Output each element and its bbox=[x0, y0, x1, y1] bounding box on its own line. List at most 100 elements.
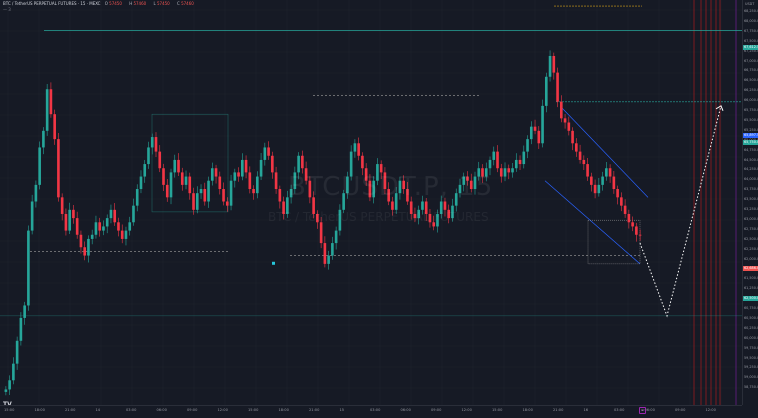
channel-upper-line bbox=[561, 107, 649, 198]
candle-body bbox=[57, 139, 60, 198]
candle-body bbox=[143, 164, 147, 177]
price-axis-label: 63,250.0 bbox=[744, 207, 758, 211]
price-axis-label: 65,500.0 bbox=[744, 117, 758, 122]
indicator-collapse-toggle[interactable]: — 3 bbox=[3, 7, 11, 12]
price-axis-label: 63,000.0 bbox=[744, 216, 758, 221]
candle-body bbox=[361, 155, 364, 169]
price-axis-label: 62,500.0 bbox=[744, 236, 758, 241]
candle-body bbox=[135, 189, 139, 206]
candle-body bbox=[552, 55, 556, 73]
candle-body bbox=[124, 230, 128, 239]
candle-body bbox=[597, 184, 601, 194]
candle-body bbox=[252, 189, 255, 194]
candle-body bbox=[421, 201, 424, 210]
candle-body bbox=[15, 340, 19, 364]
time-axis-label: 14 bbox=[95, 408, 101, 412]
price-axis-label: 64,000.0 bbox=[744, 177, 758, 182]
candle-body bbox=[454, 193, 458, 206]
time-axis-label: 03:00 bbox=[370, 408, 381, 412]
calendar-icon[interactable]: ⊞ bbox=[639, 407, 646, 414]
price-axis-label: 60,500.0 bbox=[744, 315, 758, 320]
candle-body bbox=[195, 193, 199, 210]
price-axis-label: 60,000.0 bbox=[744, 335, 758, 340]
price-axis-label: 59,000.0 bbox=[744, 375, 758, 380]
time-axis-label: 15:00 bbox=[248, 408, 259, 412]
candle-body bbox=[75, 218, 79, 235]
price-axis-label: 66,500.0 bbox=[744, 78, 758, 83]
price-axis-label: 67,750.0 bbox=[744, 28, 758, 33]
candle-body bbox=[511, 168, 514, 173]
candle-body bbox=[353, 143, 357, 152]
time-axis-label: 18:00 bbox=[522, 408, 533, 412]
price-axis-label: 59,500.0 bbox=[744, 355, 758, 360]
candle-body bbox=[571, 130, 574, 144]
candle-body bbox=[30, 201, 34, 231]
candle-body bbox=[256, 176, 259, 194]
candle-body bbox=[90, 234, 94, 239]
candle-body bbox=[451, 205, 454, 219]
candle-body bbox=[481, 168, 484, 177]
symbol-legend[interactable]: BTC / TetherUS PERPETUAL FUTURES · 15 · … bbox=[3, 1, 200, 6]
candle-body bbox=[593, 184, 597, 194]
time-axis[interactable]: 15:00 18:00 21:00 14 03:00 06:00 09:00 12:00 15:… bbox=[0, 405, 742, 418]
symbol-watermark-description: BTC / TetherUS PERPETUAL FUTURES bbox=[268, 210, 489, 224]
candle-body bbox=[83, 247, 87, 256]
candle-body bbox=[263, 147, 267, 160]
candle-body bbox=[301, 155, 304, 169]
ohlc-open: O 57450 bbox=[104, 1, 122, 6]
price-axis-label: 68,250.0 bbox=[744, 9, 758, 13]
candle-body bbox=[214, 168, 218, 177]
ohlc-close-value: 57460 bbox=[181, 1, 194, 6]
candle-body bbox=[357, 143, 360, 156]
candle-body bbox=[132, 205, 135, 223]
candle-body bbox=[608, 168, 612, 177]
event-marker bbox=[272, 261, 275, 265]
candle-body bbox=[488, 159, 492, 169]
price-axis-label: 66,000.0 bbox=[744, 98, 758, 103]
price-axis-label: 60,250.0 bbox=[744, 325, 758, 330]
price-axis-label: 62,000.0 bbox=[744, 256, 758, 261]
candle-body bbox=[64, 213, 68, 231]
price-axis[interactable]: USDT 68,250.0 68,000.0 67,750.0 67,500.0 67,… bbox=[742, 0, 758, 405]
candle-body bbox=[259, 159, 263, 177]
price-axis-label: 65,750.0 bbox=[744, 108, 758, 112]
candle-body bbox=[180, 172, 184, 185]
price-tag: 67,612.5 bbox=[743, 45, 758, 50]
price-axis-label: 62,250.0 bbox=[744, 246, 758, 251]
chart-pane[interactable]: BTC / TetherUS PERPETUAL FUTURES · 15 · … bbox=[0, 0, 742, 405]
candle-body bbox=[379, 164, 383, 173]
candle-body bbox=[635, 226, 638, 235]
ohlc-high: H 57460 bbox=[129, 1, 147, 6]
price-axis-label: 68,000.0 bbox=[744, 18, 758, 23]
candle-body bbox=[638, 234, 642, 236]
candle-body bbox=[53, 114, 56, 140]
ohlc-low-value: 57450 bbox=[156, 1, 170, 6]
candle-body bbox=[398, 180, 402, 194]
candle-body bbox=[79, 234, 83, 248]
candle-body bbox=[102, 226, 105, 231]
candle-body bbox=[563, 118, 567, 123]
candle-body bbox=[469, 180, 473, 190]
candle-body bbox=[120, 230, 124, 239]
time-axis-label: 18:00 bbox=[278, 408, 289, 412]
price-axis-label: 61,250.0 bbox=[744, 286, 758, 291]
candle-body bbox=[98, 222, 102, 231]
tradingview-logo[interactable]: TV bbox=[3, 401, 12, 405]
candle-body bbox=[605, 168, 608, 177]
price-axis-label: 61,500.0 bbox=[744, 276, 758, 281]
candle-body bbox=[139, 176, 143, 190]
candle-body bbox=[439, 201, 443, 214]
time-axis-label: 09:00 bbox=[675, 408, 686, 412]
candle-body bbox=[323, 243, 327, 264]
candle-body bbox=[199, 189, 203, 194]
time-axis-label: 03:00 bbox=[126, 408, 137, 412]
candle-body bbox=[267, 147, 270, 156]
symbol-title[interactable]: BTC / TetherUS PERPETUAL FUTURES · 15 · … bbox=[3, 1, 101, 6]
candlestick-chart[interactable] bbox=[0, 0, 742, 405]
candle-body bbox=[477, 168, 481, 177]
time-axis-label: 06:00 bbox=[644, 408, 655, 412]
price-axis-label: 63,750.0 bbox=[744, 187, 758, 192]
candle-body bbox=[567, 122, 571, 131]
candle-body bbox=[428, 213, 432, 223]
candle-body bbox=[60, 197, 64, 214]
